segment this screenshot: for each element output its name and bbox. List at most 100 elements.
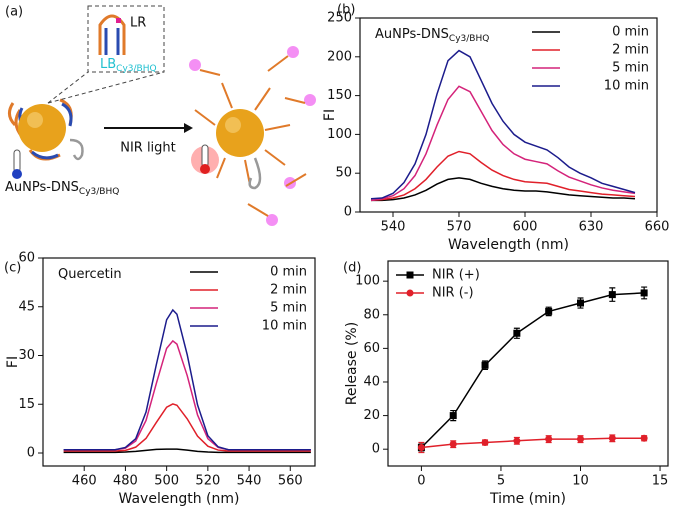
x-axis-label: Time (min) — [489, 491, 566, 507]
chart-panel: (d) 0 5 10 15 0 20 40 60 80 100 Time (min) Release (… — [343, 260, 669, 507]
fluorescence — [287, 46, 299, 58]
data-line — [421, 437, 645, 449]
legend-label: 5 min — [270, 301, 307, 316]
data-line — [370, 150, 636, 202]
legend-label: NIR (-) — [432, 286, 474, 301]
y-tick-label: 50 — [335, 166, 352, 181]
chart-panel: (c) 460 480 500 520 540 560 0 15 30 45 60 Wavelength… — [4, 251, 316, 507]
x-tick-label: 10 — [572, 474, 589, 489]
y-tick-label: 250 — [327, 11, 352, 26]
x-axis-label: Wavelength (nm) — [448, 237, 569, 253]
arrow-head — [184, 123, 193, 133]
particle-label: AuNPs-DNSCy3/BHQ — [5, 180, 119, 197]
x-tick-label: 15 — [652, 474, 669, 489]
y-tick-label: 0 — [27, 446, 35, 461]
zoom-box — [87, 5, 165, 73]
x-tick-label: 500 — [154, 474, 179, 489]
plot-frame — [387, 260, 669, 467]
legend-label: 10 min — [604, 79, 649, 94]
y-axis-label: Release (%) — [344, 322, 360, 405]
y-axis-label: FI — [5, 356, 21, 368]
x-tick-label: 660 — [645, 220, 670, 235]
released-strand — [199, 55, 307, 217]
label-main: LB — [100, 57, 116, 72]
thermometer — [13, 149, 21, 173]
legend-label: 0 min — [270, 265, 307, 280]
highlight — [225, 117, 241, 133]
x-tick-label: 540 — [237, 474, 262, 489]
y-tick-label: 150 — [327, 88, 352, 103]
panel-label: (b) — [337, 3, 355, 18]
y-axis-label: FI — [322, 109, 338, 121]
x-tick-label: 5 — [497, 474, 505, 489]
data-point — [513, 437, 521, 445]
zoom-line — [47, 71, 165, 104]
data-line — [370, 85, 636, 202]
x-tick-label: 480 — [113, 474, 138, 489]
y-tick-label: 40 — [363, 374, 380, 389]
diagram: (a) LR LBCy3/BHQ NIR light AuNPs-DNSCy3/… — [5, 5, 316, 226]
title-main: AuNPs-DNS — [375, 27, 449, 42]
legend-label: NIR (+) — [432, 268, 480, 283]
data-point — [577, 435, 584, 443]
y-tick-label: 100 — [355, 274, 380, 289]
data-line — [371, 177, 636, 202]
y-tick-label: 30 — [18, 348, 35, 363]
x-tick-label: 560 — [278, 474, 303, 489]
y-tick-label: 0 — [372, 442, 380, 457]
hairpin-label: LR — [130, 16, 146, 31]
fluorescence — [304, 94, 316, 106]
label-sub: Cy3/BHQ — [79, 187, 119, 197]
dna-strand — [8, 98, 73, 161]
data-point — [449, 412, 457, 420]
label-sub: Cy3/BHQ — [116, 64, 156, 74]
x-tick-label: 540 — [381, 220, 406, 235]
legend-label: 0 min — [612, 25, 649, 40]
hairpin — [248, 157, 262, 190]
x-tick-label: 630 — [579, 220, 604, 235]
plot-frame — [359, 17, 658, 213]
y-tick-label: 15 — [18, 397, 35, 412]
y-tick-label: 60 — [363, 341, 380, 356]
zoom-line — [47, 71, 89, 104]
x-tick-label: 570 — [447, 220, 472, 235]
data-line — [420, 292, 645, 449]
data-point — [640, 434, 648, 442]
data-point — [449, 440, 457, 448]
y-tick-label: 45 — [18, 299, 35, 314]
chart-title: Quercetin — [58, 267, 122, 282]
x-tick-label: 520 — [195, 474, 220, 489]
legend-label: 2 min — [270, 283, 307, 298]
legend-label: 10 min — [262, 319, 307, 334]
thermometer-bulb — [12, 169, 22, 179]
fluorescence — [189, 59, 201, 71]
y-tick-label: 80 — [363, 307, 380, 322]
title-main: Quercetin — [58, 267, 122, 282]
x-tick-label: 600 — [513, 220, 538, 235]
thermometer-bulb — [200, 164, 210, 174]
panel-label: (a) — [5, 5, 23, 20]
hairpin-lb — [104, 28, 120, 55]
hairpin — [69, 138, 84, 161]
label-main: AuNPs-DNS — [5, 180, 79, 195]
legend-label: 5 min — [612, 61, 649, 76]
panel-label: (c) — [4, 261, 21, 276]
hairpin-lr — [98, 14, 126, 55]
y-tick-label: 100 — [327, 127, 352, 142]
plot-frame — [42, 257, 316, 467]
gold-nanoparticle — [216, 109, 264, 157]
data-point — [481, 361, 489, 369]
x-axis-label: Wavelength (nm) — [119, 491, 240, 507]
data-point — [608, 291, 616, 299]
thermometer — [201, 144, 209, 168]
y-tick-label: 60 — [18, 251, 35, 266]
title-sub: Cy3/BHQ — [449, 34, 489, 44]
data-point — [545, 435, 553, 443]
data-point — [640, 289, 648, 297]
y-tick-label: 200 — [327, 49, 352, 64]
data-line — [370, 49, 636, 200]
released-strand — [194, 82, 291, 186]
data-point — [417, 444, 425, 452]
arrow-label: NIR light — [120, 141, 176, 156]
